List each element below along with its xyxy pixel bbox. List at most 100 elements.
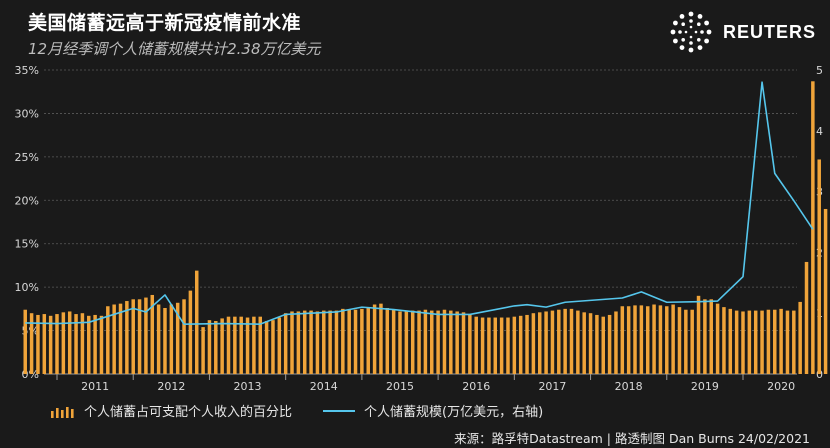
bar bbox=[474, 316, 478, 374]
bar bbox=[779, 308, 783, 374]
bar bbox=[322, 310, 326, 374]
bar bbox=[277, 317, 282, 374]
bar bbox=[252, 316, 256, 374]
bar bbox=[499, 317, 504, 374]
bar bbox=[137, 299, 142, 374]
y-left-tick-label: 10% bbox=[15, 281, 39, 294]
bar bbox=[557, 309, 561, 374]
bar bbox=[677, 307, 682, 374]
bar bbox=[302, 310, 307, 374]
bar bbox=[722, 307, 726, 374]
bar bbox=[366, 307, 370, 374]
bar bbox=[163, 307, 167, 374]
legend-item-bars: 个人储蓄占可支配个人收入的百分比 bbox=[50, 401, 292, 420]
x-tick-label: 2020 bbox=[767, 380, 795, 393]
bar bbox=[42, 314, 47, 374]
bar bbox=[328, 310, 332, 374]
bar bbox=[652, 304, 656, 374]
bar bbox=[512, 316, 517, 374]
bar-legend-icon bbox=[51, 406, 74, 418]
bar bbox=[87, 315, 91, 374]
bar bbox=[588, 313, 593, 374]
bar bbox=[766, 309, 771, 374]
bar bbox=[480, 317, 485, 374]
line-legend-icon bbox=[323, 409, 356, 412]
bar bbox=[156, 304, 161, 374]
bar bbox=[563, 308, 567, 374]
series-line bbox=[25, 81, 814, 325]
bar bbox=[188, 290, 193, 374]
bar bbox=[690, 309, 694, 374]
bar bbox=[461, 312, 466, 374]
chart-subtitle: 12月经季调个人储蓄规模共计2.38万亿美元 bbox=[28, 40, 321, 58]
x-tick-label: 2017 bbox=[538, 380, 566, 393]
bar bbox=[48, 315, 53, 374]
bar bbox=[493, 317, 498, 374]
bar bbox=[760, 310, 764, 374]
bar bbox=[569, 308, 574, 374]
bar bbox=[220, 318, 224, 374]
bar bbox=[353, 309, 358, 374]
x-tick-label: 2011 bbox=[81, 380, 109, 393]
bar bbox=[785, 310, 790, 374]
bar bbox=[537, 312, 542, 374]
chart-title: 美国储蓄远高于新冠疫情前水准 bbox=[28, 12, 302, 34]
bar bbox=[506, 317, 510, 374]
bar bbox=[645, 306, 650, 374]
bar bbox=[372, 304, 377, 374]
bar bbox=[811, 81, 815, 374]
y-right-tick-label: 0 bbox=[816, 368, 823, 381]
bar bbox=[620, 306, 625, 374]
x-tick-label: 2013 bbox=[234, 380, 262, 393]
x-tick-label: 2015 bbox=[386, 380, 414, 393]
bar bbox=[334, 310, 339, 374]
bar bbox=[747, 310, 752, 374]
bar bbox=[455, 311, 459, 374]
bar bbox=[214, 321, 218, 374]
bar bbox=[360, 308, 364, 374]
bar bbox=[99, 315, 104, 374]
bar bbox=[347, 309, 351, 374]
bar bbox=[80, 313, 85, 374]
legend-item-line: 个人储蓄规模(万亿美元，右轴) bbox=[322, 401, 543, 420]
bar bbox=[582, 312, 586, 374]
y-left-tick-label: 20% bbox=[15, 194, 39, 207]
brand-name: REUTERS bbox=[722, 21, 816, 42]
bar bbox=[112, 304, 116, 374]
bar bbox=[283, 313, 288, 374]
bar bbox=[385, 307, 390, 374]
bar bbox=[194, 270, 199, 374]
legend-label-line: 个人储蓄规模(万亿美元，右轴) bbox=[364, 405, 544, 420]
bar bbox=[817, 159, 821, 374]
bar bbox=[449, 310, 453, 374]
bar bbox=[487, 317, 491, 374]
bar bbox=[125, 301, 129, 374]
bar bbox=[639, 305, 644, 374]
bar bbox=[665, 306, 669, 374]
brand-logo: REUTERS bbox=[669, 10, 816, 54]
bar bbox=[296, 311, 301, 374]
bar bbox=[741, 311, 745, 374]
bar bbox=[734, 310, 739, 374]
bar bbox=[239, 316, 243, 374]
bar bbox=[290, 311, 294, 374]
y-left-tick-label: 35% bbox=[15, 64, 39, 77]
bar bbox=[404, 311, 409, 374]
x-tick-label: 2012 bbox=[157, 380, 185, 393]
bar bbox=[264, 321, 269, 374]
bar bbox=[436, 310, 440, 374]
bar bbox=[341, 308, 345, 374]
bar bbox=[823, 208, 828, 374]
bar bbox=[773, 309, 777, 374]
bar bbox=[658, 305, 663, 374]
bar bbox=[233, 316, 237, 374]
bar bbox=[550, 310, 555, 374]
bar bbox=[633, 305, 637, 374]
bar bbox=[67, 311, 72, 374]
bar bbox=[595, 314, 599, 374]
bar bbox=[226, 316, 231, 374]
bar bbox=[398, 311, 402, 374]
bar bbox=[804, 261, 809, 374]
bar bbox=[61, 312, 66, 374]
x-tick-label: 2018 bbox=[615, 380, 643, 393]
